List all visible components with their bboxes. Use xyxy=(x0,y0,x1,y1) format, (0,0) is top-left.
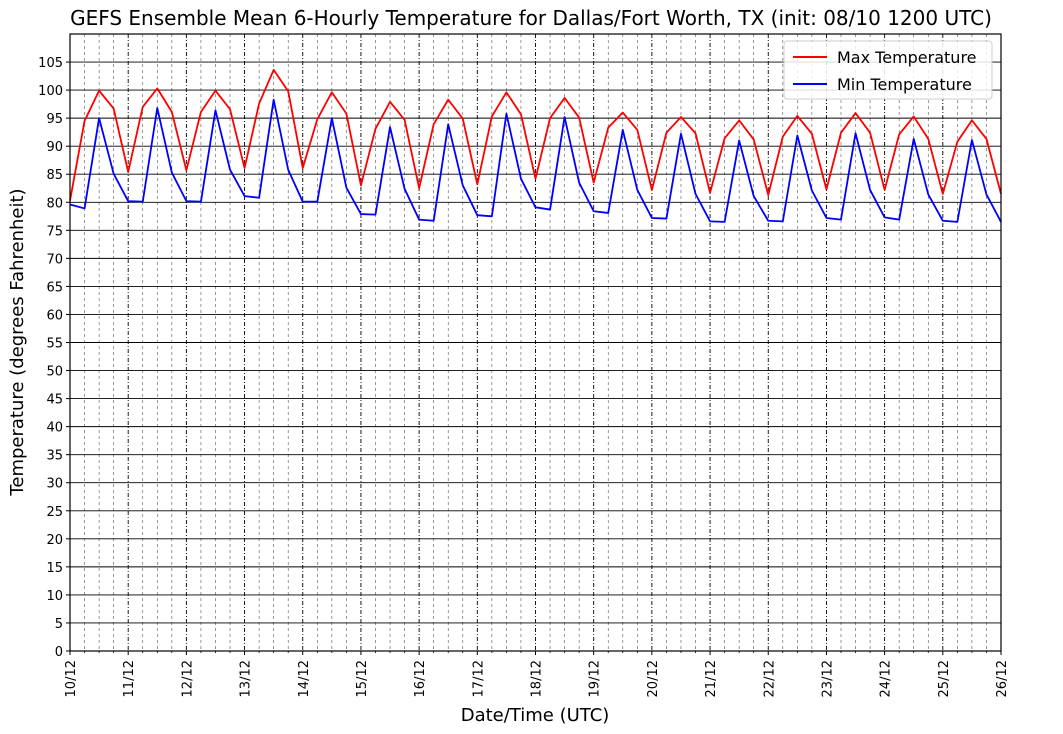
y-tick-label: 105 xyxy=(38,56,63,71)
x-tick-label: 14/12 xyxy=(297,660,312,697)
y-tick-label: 45 xyxy=(46,393,63,408)
y-tick-label: 80 xyxy=(46,196,63,211)
y-tick-label: 15 xyxy=(46,561,63,576)
x-tick-label: 17/12 xyxy=(471,660,486,697)
legend-label-min: Min Temperature xyxy=(837,75,972,94)
y-tick-label: 75 xyxy=(46,224,63,239)
y-tick-label: 65 xyxy=(46,280,63,295)
x-tick-label: 25/12 xyxy=(937,660,952,697)
x-tick-label: 13/12 xyxy=(239,660,254,697)
y-tick-label: 60 xyxy=(46,308,63,323)
y-tick-label: 20 xyxy=(46,533,63,548)
x-tick-label: 19/12 xyxy=(588,660,603,697)
y-tick-label: 55 xyxy=(46,337,63,352)
max-temperature-line xyxy=(69,69,1002,201)
y-axis-label: Temperature (degrees Fahrenheit) xyxy=(7,188,28,496)
y-tick-label: 30 xyxy=(46,477,63,492)
y-tick-label: 90 xyxy=(46,140,63,155)
y-tick-label: 10 xyxy=(46,589,63,604)
x-tick-label: 15/12 xyxy=(355,660,370,697)
y-axis-ticks: 0 5 10 15 20 25 30 35 40 45 50 55 60 65 70 75 80 85 90 95 10… xyxy=(38,56,70,660)
min-temperature-line xyxy=(69,98,1002,223)
x-axis-label: Date/Time (UTC) xyxy=(461,705,610,726)
y-tick-label: 0 xyxy=(55,645,63,660)
x-tick-label: 26/12 xyxy=(995,660,1010,697)
series-lines xyxy=(69,69,1002,223)
y-tick-label: 85 xyxy=(46,168,63,183)
x-tick-label: 22/12 xyxy=(762,660,777,697)
x-tick-label: 21/12 xyxy=(704,660,719,697)
y-tick-label: 95 xyxy=(46,112,63,127)
x-axis-ticks: 10/12 11/12 12/12 13/12 14/12 15/12 16/12 17/12… xyxy=(64,651,1010,697)
y-tick-label: 70 xyxy=(46,252,63,267)
x-tick-label: 24/12 xyxy=(879,660,894,697)
y-tick-label: 5 xyxy=(55,617,63,632)
x-tick-label: 10/12 xyxy=(64,660,79,697)
x-tick-label: 11/12 xyxy=(122,660,137,697)
y-tick-label: 35 xyxy=(46,449,63,464)
y-tick-label: 100 xyxy=(38,84,63,99)
x-tick-label: 23/12 xyxy=(820,660,835,697)
legend-label-max: Max Temperature xyxy=(837,48,977,67)
y-tick-label: 25 xyxy=(46,505,63,520)
chart-title: GEFS Ensemble Mean 6-Hourly Temperature … xyxy=(70,6,992,30)
x-tick-label: 20/12 xyxy=(646,660,661,697)
y-tick-label: 40 xyxy=(46,421,63,436)
legend-box xyxy=(783,40,993,100)
x-tick-label: 12/12 xyxy=(180,660,195,697)
y-tick-label: 50 xyxy=(46,365,63,380)
x-tick-label: 16/12 xyxy=(413,660,428,697)
legend: Max Temperature Min Temperature xyxy=(783,40,993,100)
x-tick-label: 18/12 xyxy=(530,660,545,697)
